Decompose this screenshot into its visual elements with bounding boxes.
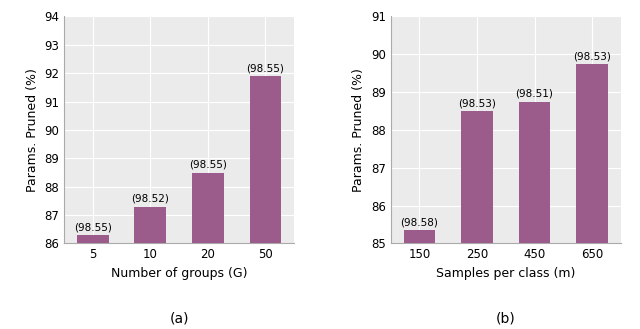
Text: (98.51): (98.51)	[516, 89, 554, 99]
Bar	[404, 230, 435, 243]
Bar	[518, 102, 550, 243]
Text: (98.55): (98.55)	[246, 63, 284, 73]
Bar	[576, 64, 608, 243]
Text: (98.58): (98.58)	[401, 217, 438, 227]
Text: (98.52): (98.52)	[131, 194, 169, 204]
Bar	[250, 76, 281, 243]
Bar	[192, 172, 223, 243]
Text: (98.53): (98.53)	[458, 98, 496, 108]
Text: (b): (b)	[496, 312, 516, 326]
Bar	[77, 235, 109, 243]
X-axis label: Samples per class (m): Samples per class (m)	[436, 267, 575, 280]
Y-axis label: Params. Pruned (%): Params. Pruned (%)	[26, 68, 38, 192]
Text: (a): (a)	[170, 312, 189, 326]
Bar	[461, 111, 493, 243]
X-axis label: Number of groups (G): Number of groups (G)	[111, 267, 247, 280]
Bar	[134, 207, 166, 243]
Text: (98.55): (98.55)	[189, 160, 227, 170]
Text: (98.55): (98.55)	[74, 222, 112, 232]
Y-axis label: Params. Pruned (%): Params. Pruned (%)	[352, 68, 365, 192]
Text: (98.53): (98.53)	[573, 51, 611, 61]
